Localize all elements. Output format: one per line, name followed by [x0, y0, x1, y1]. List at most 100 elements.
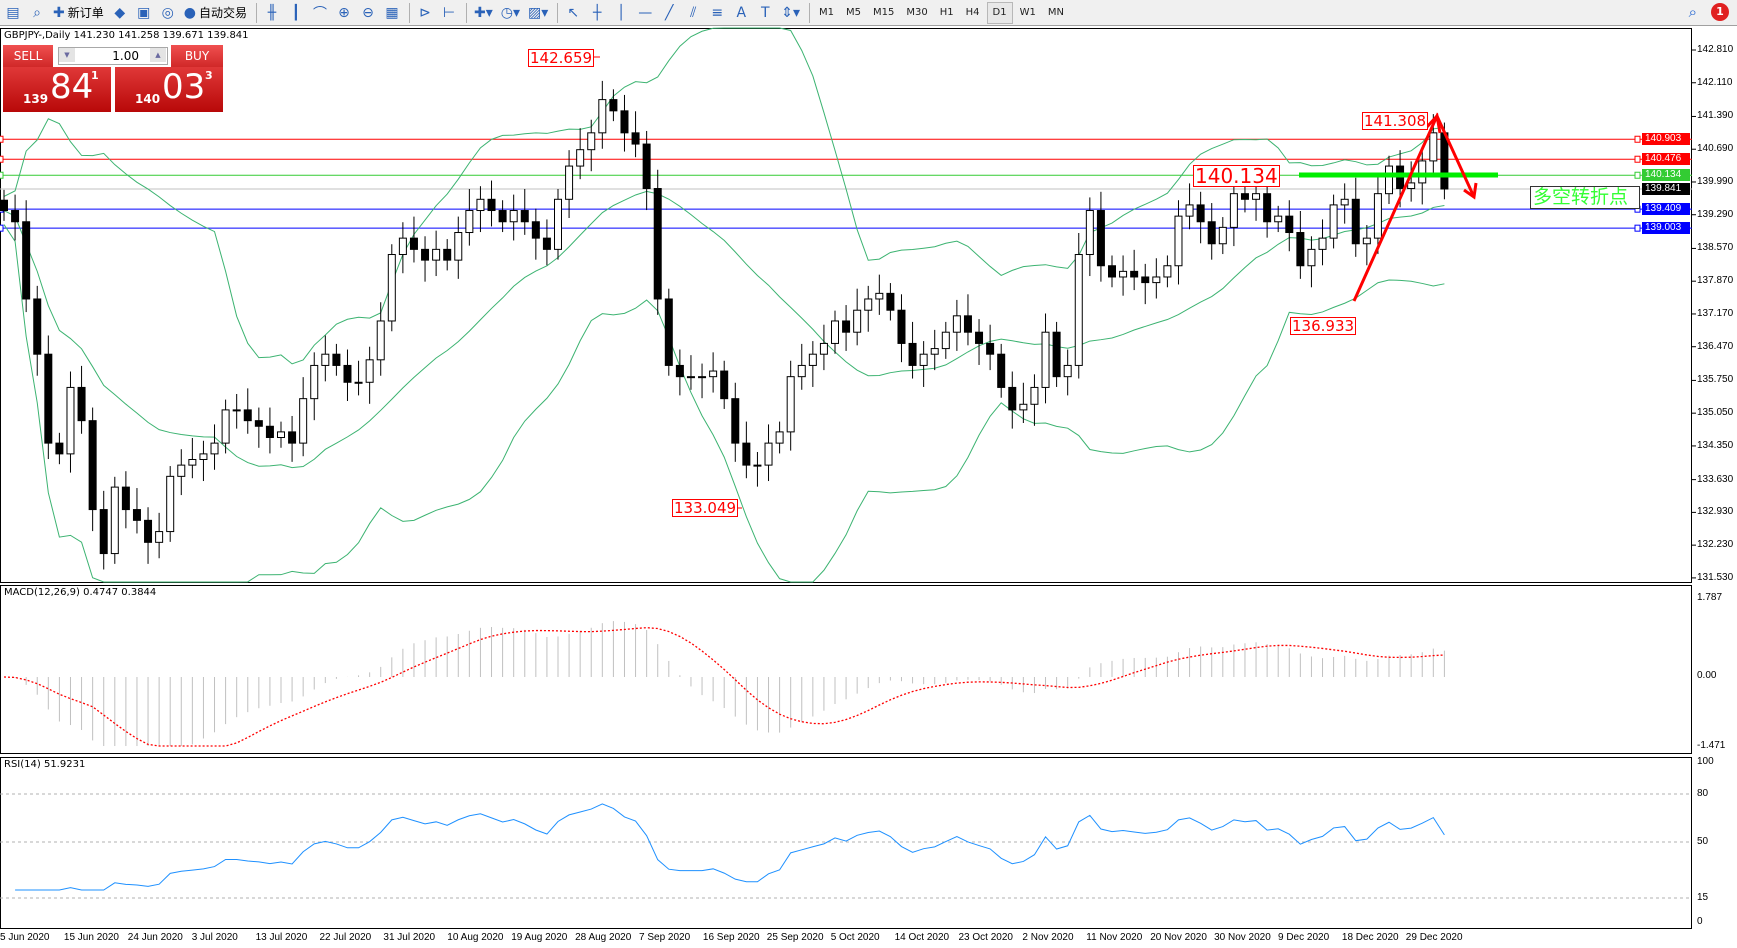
rsi-panel-border: [0, 757, 1692, 929]
level-handle: [1634, 155, 1641, 163]
zoom-in-icon: ⊕: [338, 4, 350, 21]
candle-body: [1318, 237, 1327, 250]
candle-body: [554, 198, 562, 250]
candle-body: [686, 376, 695, 379]
macd-axis-label: -1.471: [1697, 740, 1726, 751]
candlestick-button[interactable]: ┃: [285, 2, 307, 24]
text-button[interactable]: A: [730, 2, 752, 24]
annotation-pivot[interactable]: 140.134: [1193, 164, 1280, 188]
terminal-icon: ▣: [137, 4, 151, 21]
line-chart-button[interactable]: ⌒: [309, 2, 331, 24]
auto-trading-button[interactable]: ● 自动交易: [181, 2, 250, 24]
sell-button[interactable]: SELL: [3, 45, 53, 67]
trend-arrow: [1352, 112, 1476, 302]
periods-button[interactable]: ◷▾: [498, 2, 523, 24]
signals-button[interactable]: ◎: [157, 2, 179, 24]
tile-windows-button[interactable]: ▦: [381, 2, 403, 24]
equidistant-channel-button[interactable]: ⫽: [682, 2, 704, 24]
candle-body: [1307, 248, 1316, 267]
candle-body: [321, 353, 330, 366]
candle-body: [421, 248, 430, 261]
fibonacci-button[interactable]: ≡: [706, 2, 728, 24]
sell-price-big: 139: [23, 92, 49, 106]
timeframe-m5[interactable]: M5: [846, 7, 862, 18]
candle-body: [376, 320, 385, 361]
chart-shift-button[interactable]: ⊳: [414, 2, 436, 24]
bar-chart-icon: ╫: [267, 4, 277, 21]
tile-windows-icon: ▦: [385, 4, 399, 21]
annotation-recent-high[interactable]: 141.308: [1362, 112, 1429, 130]
auto-scroll-button[interactable]: ⊢: [438, 2, 460, 24]
indicators-button[interactable]: ✚▾: [471, 2, 496, 24]
candle-body: [121, 486, 130, 511]
timeframe-m1[interactable]: M1: [819, 7, 835, 18]
market-watch-button[interactable]: ▤: [2, 2, 24, 24]
zoom-out-button[interactable]: ⊖: [357, 2, 379, 24]
zoom-in-button[interactable]: ⊕: [333, 2, 355, 24]
trend-line-button[interactable]: ╱: [658, 2, 680, 24]
new-order-button[interactable]: ✚ 新订单: [50, 2, 107, 24]
candle-body: [22, 221, 31, 300]
crosshair-button[interactable]: ┼: [586, 2, 608, 24]
buy-price[interactable]: 140 03 3: [115, 67, 223, 112]
candle-body: [1185, 204, 1194, 217]
annotation-recent-low[interactable]: 136.933: [1290, 317, 1357, 335]
timeframe-w1[interactable]: W1: [1019, 7, 1036, 18]
candle-body: [963, 315, 972, 333]
search-icon[interactable]: ⌕: [1688, 3, 1697, 21]
candle-body: [1351, 198, 1360, 245]
candle-body: [1108, 265, 1116, 278]
lot-increase-button[interactable]: ▲: [150, 48, 166, 62]
main-panel-border: [0, 28, 1692, 583]
cursor-button[interactable]: ↖: [562, 2, 584, 24]
price-axis-label: 131.530: [1697, 571, 1734, 583]
level-handle: [1634, 171, 1641, 179]
price-axis-label: 133.630: [1697, 473, 1734, 485]
templates-button[interactable]: ▨▾: [525, 2, 551, 24]
annotation-low[interactable]: 133.049: [672, 499, 739, 517]
lot-decrease-button[interactable]: ▼: [59, 48, 75, 62]
sell-price[interactable]: 139 84 1: [3, 67, 111, 112]
symbol-info: GBPJPY-,Daily 141.230 141.258 139.671 13…: [4, 30, 249, 41]
chart-canvas[interactable]: [0, 26, 1737, 948]
timeframe-h1[interactable]: H1: [939, 7, 954, 18]
candle-body: [731, 398, 740, 444]
data-window-button[interactable]: ⌕: [26, 2, 48, 24]
crosshair-icon: ┼: [593, 4, 602, 21]
lot-size-input[interactable]: 1.00: [58, 47, 168, 65]
candle-body: [1263, 193, 1272, 223]
date-axis-label: 13 Jul 2020: [255, 932, 308, 943]
arrows-button[interactable]: ⇕▾: [778, 2, 803, 24]
text-label-button[interactable]: T: [754, 2, 776, 24]
timeframe-mn[interactable]: MN: [1047, 7, 1064, 18]
annotation-high[interactable]: 142.659: [528, 49, 595, 67]
candle-body: [11, 210, 20, 223]
candle-body: [797, 364, 806, 378]
candle-body: [1440, 132, 1449, 190]
level-handle: [0, 224, 4, 232]
timeframe-d1[interactable]: D1: [986, 1, 1013, 24]
notification-badge[interactable]: 1: [1711, 3, 1729, 21]
candle-body: [387, 254, 396, 322]
terminal-button[interactable]: ▣: [133, 2, 155, 24]
price-axis-label: 132.230: [1697, 539, 1734, 551]
turning-point-label[interactable]: 多空转折点: [1530, 186, 1640, 209]
horizontal-line-button[interactable]: —: [634, 2, 656, 24]
date-axis-label: 3 Jul 2020: [191, 932, 238, 943]
vertical-line-button[interactable]: │: [610, 2, 632, 24]
date-axis-label: 29 Dec 2020: [1405, 932, 1463, 943]
sell-price-main: 84: [50, 67, 94, 107]
buy-button[interactable]: BUY: [171, 45, 223, 67]
toolbar-separator: [809, 2, 811, 23]
meta-editor-button[interactable]: ◆: [109, 2, 131, 24]
candle-body: [975, 331, 984, 344]
one-click-trading-panel: SELL 1.00 ▼ ▲ BUY 139 84 1 140 03 3: [3, 45, 223, 112]
candle-body: [432, 248, 441, 261]
timeframe-m15[interactable]: M15: [873, 7, 895, 18]
candle-body: [786, 376, 795, 433]
auto-trading-icon: ●: [183, 4, 196, 21]
candle-body: [819, 342, 828, 355]
bar-chart-button[interactable]: ╫: [261, 2, 283, 24]
timeframe-m30[interactable]: M30: [906, 7, 928, 18]
timeframe-h4[interactable]: H4: [965, 7, 980, 18]
